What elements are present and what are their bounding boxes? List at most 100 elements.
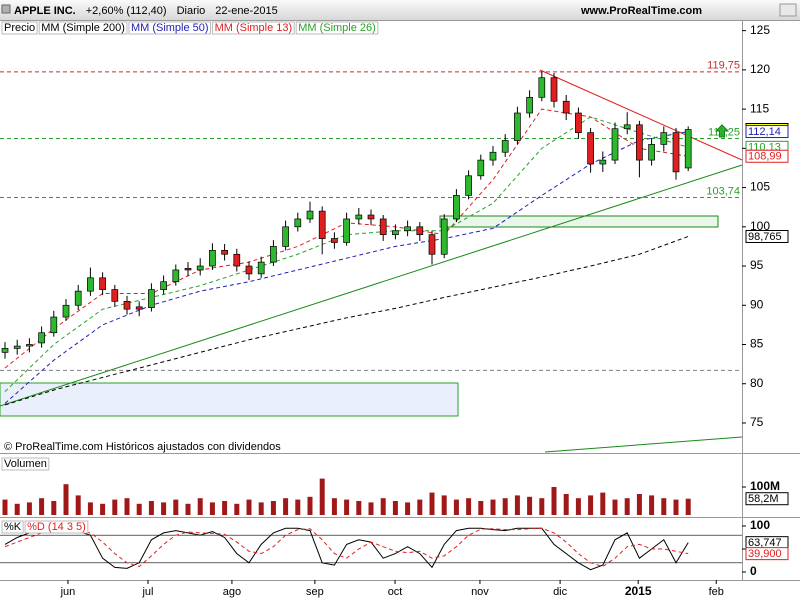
volume-bar	[136, 503, 142, 515]
price-badge-label: 98,765	[748, 231, 782, 243]
header-date: 22-ene-2015	[215, 5, 277, 17]
candle-body	[99, 277, 106, 290]
volume-bar	[539, 498, 545, 515]
candle-body	[74, 290, 82, 306]
volume-bar	[673, 499, 679, 515]
candle-body	[160, 281, 167, 290]
candle-body	[13, 345, 21, 349]
candle-body	[196, 265, 204, 271]
volume-bar	[588, 495, 594, 515]
candle-body	[416, 226, 424, 235]
volume-bar	[2, 499, 8, 515]
legend-box	[38, 21, 128, 35]
candle-body	[26, 344, 33, 347]
y-tick-label: 80	[750, 376, 764, 390]
header-title: APPLE INC.	[14, 5, 76, 17]
x-tick-label: jun	[60, 586, 76, 598]
price-badge-label: 112,14	[748, 126, 781, 138]
series-line	[4, 527, 689, 571]
legend-label: MM (Simple 26)	[298, 22, 376, 34]
price-badge	[745, 125, 789, 139]
volume-bar	[39, 498, 45, 515]
candle-body	[514, 112, 521, 141]
candle-body	[477, 159, 485, 177]
window-button[interactable]	[779, 3, 797, 17]
legend-box	[1, 457, 50, 471]
candle-body	[587, 132, 594, 165]
volume-bar	[490, 499, 496, 515]
trend-line	[544, 436, 743, 453]
price-badge-label: 108,99	[748, 151, 782, 163]
legend-label: MM (Simple 200)	[41, 22, 125, 34]
legend: %K %D (14 3 5)	[1, 520, 89, 534]
header-change: +2,60% (112,40)	[86, 5, 167, 17]
y-tick-label: 120	[750, 62, 770, 76]
header-period: Diario	[177, 5, 206, 17]
volume-bar	[148, 501, 154, 515]
legend: Precio MM (Simple 200) MM (Simple 50) MM (S…	[1, 21, 379, 35]
drawings	[0, 69, 743, 453]
y-tick-label: 125	[750, 23, 770, 37]
candle-body	[87, 277, 94, 292]
volume-bar	[112, 499, 118, 515]
volume-bar	[563, 494, 569, 515]
x-tick-label: jul	[141, 586, 153, 598]
volume-bar	[405, 502, 411, 515]
candle-body	[148, 289, 155, 308]
candle-body	[501, 140, 509, 153]
volume-bar	[161, 502, 167, 515]
volume-bar	[209, 502, 215, 515]
volume-bar	[417, 499, 423, 515]
y-tick-label: 100M	[750, 479, 780, 493]
y-tick-label: 105	[750, 180, 770, 194]
y-tick-label: 75	[750, 415, 764, 429]
candle-body	[623, 124, 631, 130]
y-tick-label: 100	[750, 219, 770, 233]
candle-body	[550, 77, 558, 102]
x-tick-label: ago	[223, 586, 241, 598]
volume-bar	[331, 498, 337, 515]
candle-body	[599, 159, 607, 165]
candle-body	[404, 226, 411, 232]
volume-bar	[441, 495, 447, 515]
volume-bar	[661, 498, 667, 515]
candle-body	[331, 238, 338, 243]
y-tick-label: 115	[750, 101, 769, 115]
candle-body	[526, 96, 533, 114]
volume-bar	[453, 499, 459, 515]
volume-bar	[307, 496, 313, 515]
volume-bar	[368, 502, 374, 515]
candle-body	[123, 300, 131, 310]
arrow-icon	[714, 124, 730, 138]
candle-body	[282, 226, 289, 247]
candle-body	[245, 265, 253, 275]
y-tick-label: 90	[750, 297, 764, 311]
volume-bar	[270, 501, 276, 515]
legend-label: %D (14 3 5)	[27, 521, 86, 533]
candle-body	[367, 214, 375, 220]
x-tick-label: dic	[553, 586, 568, 598]
volume-bar	[624, 498, 630, 515]
volume-bar	[636, 494, 642, 515]
header-icon	[1, 4, 11, 14]
candle-body	[184, 268, 192, 271]
candle-body	[209, 249, 216, 267]
trend-line	[0, 164, 743, 407]
price-badge	[745, 149, 789, 163]
candle-body	[672, 132, 680, 173]
volume-bar	[295, 499, 301, 515]
volume-bar	[319, 478, 325, 515]
level-label: 111,25	[708, 126, 740, 138]
volume-bar	[466, 498, 472, 515]
candle-body	[221, 249, 228, 255]
candle-body	[428, 234, 436, 255]
legend-label: %K	[4, 521, 22, 533]
candle-body	[648, 144, 655, 161]
x-tick-label: feb	[709, 586, 724, 598]
candle-body	[465, 175, 472, 196]
candle-body	[575, 112, 582, 133]
candle-body	[489, 151, 497, 161]
volume-bar	[63, 484, 69, 515]
candle-body	[611, 128, 619, 161]
